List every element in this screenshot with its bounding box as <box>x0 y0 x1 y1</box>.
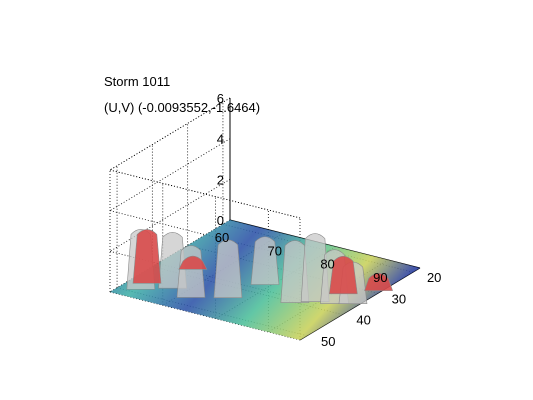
grid-line <box>109 169 301 219</box>
z-tick-label: 0 <box>217 213 224 228</box>
x-tick-label: 80 <box>320 257 334 272</box>
x-tick-label: 70 <box>268 243 282 258</box>
chart-title: Storm 1011 <box>104 74 171 89</box>
red-isosurface <box>178 255 208 270</box>
gray-isosurface <box>250 236 280 285</box>
grid-line <box>109 138 231 212</box>
y-tick-label: 50 <box>321 334 335 349</box>
gray-isosurface <box>213 239 243 299</box>
z-tick-label: 6 <box>217 91 224 106</box>
red-isosurface <box>132 229 162 284</box>
y-tick-label: 40 <box>356 313 370 328</box>
grid-line <box>109 97 231 171</box>
y-tick-label: 20 <box>427 270 441 285</box>
red-isosurface <box>328 255 358 295</box>
grid-line <box>109 169 301 219</box>
x-tick-label: 90 <box>373 270 387 285</box>
z-tick-label: 4 <box>217 132 224 147</box>
z-tick-label: 2 <box>217 172 224 187</box>
x-tick-label: 60 <box>215 230 229 245</box>
grid-line <box>109 178 231 252</box>
tick-labels: 0 2 4 6 60 70 80 90 20 30 40 50 <box>215 91 442 349</box>
gray-isosurface <box>176 245 206 298</box>
red-isosurface <box>364 273 393 291</box>
chart-subtitle: (U,V) (-0.0093552,-1.6464) <box>104 100 261 115</box>
isosurfaces <box>126 228 393 305</box>
y-tick-label: 30 <box>392 291 406 306</box>
